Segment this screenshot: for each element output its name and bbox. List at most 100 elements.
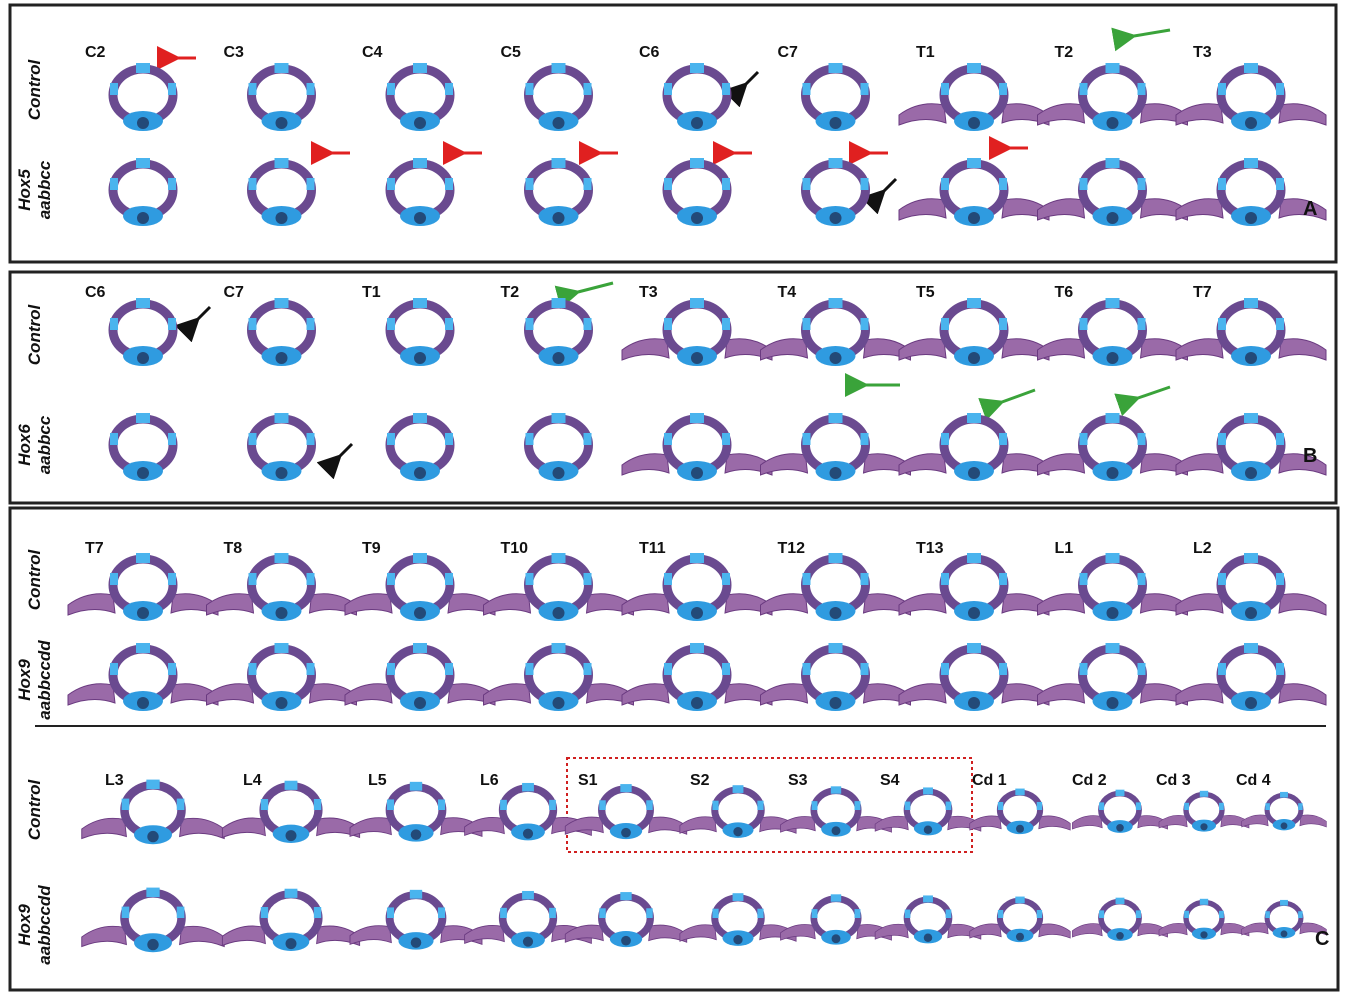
vertebra xyxy=(1038,643,1188,711)
centrum xyxy=(1245,697,1257,709)
ossification xyxy=(999,318,1007,330)
centrum xyxy=(1107,607,1119,619)
ossification xyxy=(1218,433,1226,445)
ossification xyxy=(1218,573,1226,585)
ossification xyxy=(1116,790,1125,796)
panel-frame xyxy=(10,5,1336,262)
centrum xyxy=(137,352,149,364)
vertebra-label: T12 xyxy=(778,540,806,557)
ossification xyxy=(905,802,911,810)
ossification xyxy=(136,553,150,563)
ossification xyxy=(552,413,566,423)
ossification xyxy=(445,663,453,675)
ossification xyxy=(249,573,257,585)
vertebra xyxy=(526,413,592,481)
vertebra xyxy=(899,413,1049,481)
ossification xyxy=(803,83,811,95)
centrum xyxy=(137,607,149,619)
ossification xyxy=(1280,900,1288,906)
centrum xyxy=(832,934,841,943)
genotype-label: Hox6 xyxy=(15,424,34,466)
ossification xyxy=(861,573,869,585)
centrum xyxy=(830,467,842,479)
ossification xyxy=(941,573,949,585)
ossification xyxy=(275,298,289,308)
vertebra xyxy=(970,789,1071,835)
centrum xyxy=(830,352,842,364)
centrum xyxy=(147,939,158,950)
ossification xyxy=(1200,899,1208,905)
vertebra-label: T10 xyxy=(501,540,529,557)
ossification xyxy=(552,63,566,73)
vertebra xyxy=(1038,298,1188,366)
ossification xyxy=(307,573,315,585)
vertebra xyxy=(899,298,1049,366)
centrum xyxy=(553,212,565,224)
ossification xyxy=(122,799,130,810)
ossification xyxy=(549,908,556,918)
ossification xyxy=(999,663,1007,675)
ossification xyxy=(812,909,818,918)
ossification xyxy=(1106,158,1120,168)
ossification xyxy=(307,178,315,190)
ossification xyxy=(168,573,176,585)
centrum xyxy=(553,467,565,479)
vertebra xyxy=(1159,791,1249,832)
ossification xyxy=(110,178,118,190)
ossification xyxy=(387,907,394,918)
ossification xyxy=(664,663,672,675)
ossification xyxy=(967,553,981,563)
ossification xyxy=(803,318,811,330)
ossification xyxy=(829,63,843,73)
ossification xyxy=(620,784,631,792)
ossification xyxy=(803,573,811,585)
ossification xyxy=(664,433,672,445)
ossification xyxy=(275,158,289,168)
ossification xyxy=(249,83,257,95)
ossification xyxy=(1244,298,1258,308)
ossification xyxy=(314,799,321,810)
vertebra xyxy=(761,413,911,481)
vertebra xyxy=(899,158,1049,226)
centrum xyxy=(1107,117,1119,129)
ossification xyxy=(1037,910,1042,918)
ossification xyxy=(690,298,704,308)
ossification xyxy=(855,909,861,918)
ossification xyxy=(1219,911,1224,918)
ossification xyxy=(1244,413,1258,423)
ossification xyxy=(136,158,150,168)
ossification xyxy=(1080,83,1088,95)
centrum xyxy=(414,467,426,479)
ossification xyxy=(999,178,1007,190)
vertebra xyxy=(664,63,730,131)
centrum xyxy=(1281,822,1288,829)
centrum xyxy=(1200,823,1207,830)
centrum xyxy=(414,212,426,224)
centrum xyxy=(968,697,980,709)
ossification xyxy=(445,573,453,585)
centrum xyxy=(1016,933,1024,941)
centrum xyxy=(830,117,842,129)
ossification xyxy=(1218,178,1226,190)
ossification xyxy=(136,298,150,308)
vertebra-label: S1 xyxy=(578,772,598,789)
ossification xyxy=(387,433,395,445)
ossification xyxy=(1106,553,1120,563)
ossification xyxy=(500,800,507,810)
genotype-label: aabbcc xyxy=(35,160,54,219)
centrum xyxy=(414,697,426,709)
ossification xyxy=(249,178,257,190)
ossification xyxy=(1218,83,1226,95)
ossification xyxy=(1138,318,1146,330)
ossification xyxy=(275,63,289,73)
centrum xyxy=(553,117,565,129)
ossification xyxy=(549,800,556,810)
centrum xyxy=(276,352,288,364)
centrum xyxy=(1016,825,1024,833)
centrum xyxy=(924,826,932,834)
vertebra xyxy=(680,893,796,946)
ossification xyxy=(526,178,534,190)
genotype-label: aabbccdd xyxy=(35,640,54,720)
ossification xyxy=(387,663,395,675)
ossification xyxy=(413,63,427,73)
